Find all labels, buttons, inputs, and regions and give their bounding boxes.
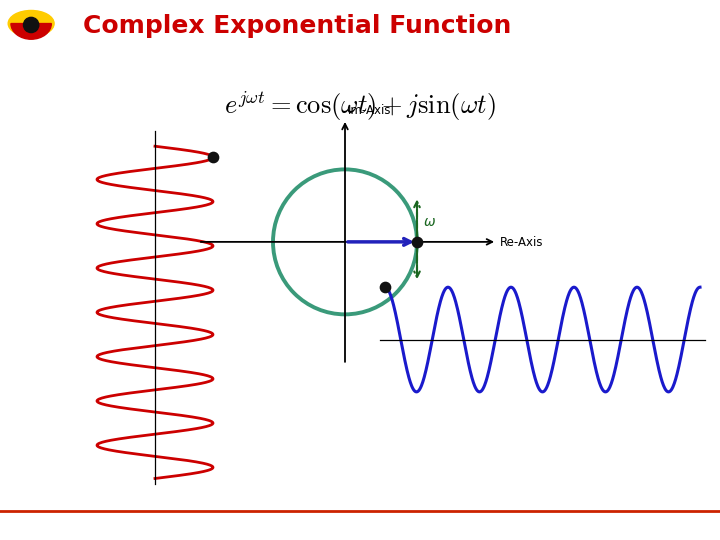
Wedge shape bbox=[11, 24, 51, 39]
Text: Re-Axis: Re-Axis bbox=[500, 237, 544, 249]
Point bbox=[411, 238, 423, 246]
Point bbox=[207, 152, 219, 161]
Point bbox=[379, 283, 391, 292]
Ellipse shape bbox=[24, 17, 39, 32]
Text: Im-Axis: Im-Axis bbox=[348, 104, 392, 117]
Ellipse shape bbox=[8, 10, 54, 37]
Text: $e^{j\omega t}=\cos(\omega t)+j\sin(\omega t)$: $e^{j\omega t}=\cos(\omega t)+j\sin(\ome… bbox=[224, 89, 496, 123]
Text: © Tallal Elshabrawy: © Tallal Elshabrawy bbox=[13, 522, 124, 532]
Text: 10: 10 bbox=[686, 521, 702, 534]
Text: Complex Exponential Function: Complex Exponential Function bbox=[83, 14, 511, 38]
Text: $\omega$: $\omega$ bbox=[423, 215, 436, 229]
